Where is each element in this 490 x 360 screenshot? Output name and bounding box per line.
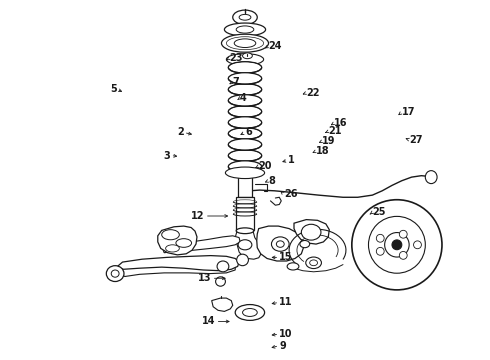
Text: 21: 21: [328, 126, 342, 136]
Text: 12: 12: [191, 211, 205, 221]
Ellipse shape: [237, 254, 248, 266]
Text: 27: 27: [409, 135, 423, 145]
Text: 25: 25: [372, 207, 386, 217]
Ellipse shape: [228, 150, 262, 161]
Ellipse shape: [162, 230, 179, 240]
Ellipse shape: [300, 240, 310, 248]
Ellipse shape: [224, 23, 266, 36]
Text: 22: 22: [306, 88, 320, 98]
Text: 23: 23: [229, 53, 243, 63]
Ellipse shape: [239, 14, 251, 20]
Text: 8: 8: [269, 176, 275, 186]
Ellipse shape: [106, 266, 124, 282]
Text: 19: 19: [322, 136, 336, 146]
Ellipse shape: [243, 309, 257, 316]
Text: 18: 18: [316, 146, 330, 156]
Text: 7: 7: [233, 77, 240, 87]
Ellipse shape: [271, 237, 289, 251]
Polygon shape: [294, 220, 329, 244]
Ellipse shape: [228, 62, 262, 73]
Ellipse shape: [235, 305, 265, 320]
Ellipse shape: [228, 139, 262, 150]
Polygon shape: [158, 226, 197, 255]
Circle shape: [376, 247, 384, 255]
Text: 5: 5: [110, 84, 117, 94]
Polygon shape: [235, 230, 262, 259]
Polygon shape: [118, 262, 235, 276]
Circle shape: [414, 241, 421, 249]
Ellipse shape: [306, 257, 321, 269]
Circle shape: [368, 216, 425, 273]
Ellipse shape: [287, 263, 299, 270]
Ellipse shape: [228, 117, 262, 128]
Circle shape: [399, 230, 407, 238]
Text: 20: 20: [258, 161, 272, 171]
Text: 26: 26: [284, 189, 298, 199]
Polygon shape: [162, 236, 240, 253]
Ellipse shape: [425, 171, 437, 184]
Text: 1: 1: [288, 155, 295, 165]
Circle shape: [352, 200, 442, 290]
Ellipse shape: [233, 10, 257, 24]
Text: 6: 6: [245, 127, 252, 138]
Ellipse shape: [225, 167, 265, 179]
Ellipse shape: [310, 260, 318, 266]
Text: 10: 10: [279, 329, 293, 339]
Text: 17: 17: [402, 107, 416, 117]
Text: 13: 13: [198, 273, 212, 283]
Ellipse shape: [236, 26, 254, 33]
Ellipse shape: [166, 245, 179, 252]
Circle shape: [385, 233, 409, 257]
Ellipse shape: [111, 270, 119, 277]
Circle shape: [399, 251, 407, 259]
Ellipse shape: [238, 240, 252, 250]
Bar: [242, 168, 248, 177]
Text: 24: 24: [269, 41, 282, 51]
Ellipse shape: [276, 241, 284, 247]
Polygon shape: [257, 226, 304, 261]
Text: 4: 4: [240, 93, 247, 103]
Ellipse shape: [228, 73, 262, 84]
Ellipse shape: [216, 277, 225, 286]
Ellipse shape: [243, 53, 252, 59]
Ellipse shape: [217, 261, 229, 272]
Ellipse shape: [228, 128, 262, 139]
Polygon shape: [117, 256, 239, 271]
Text: 3: 3: [164, 150, 171, 161]
Ellipse shape: [228, 84, 262, 95]
Ellipse shape: [226, 54, 264, 65]
Ellipse shape: [236, 228, 254, 234]
Ellipse shape: [301, 224, 321, 240]
Polygon shape: [412, 218, 424, 228]
Text: 15: 15: [279, 252, 293, 262]
Text: 14: 14: [202, 316, 216, 327]
Text: 11: 11: [279, 297, 293, 307]
Circle shape: [392, 240, 402, 250]
Ellipse shape: [221, 34, 269, 52]
Circle shape: [376, 234, 384, 242]
Ellipse shape: [228, 161, 262, 172]
Text: 2: 2: [177, 127, 184, 138]
Polygon shape: [212, 298, 233, 311]
Ellipse shape: [228, 95, 262, 106]
Bar: [238, 176, 252, 197]
Ellipse shape: [228, 106, 262, 117]
Ellipse shape: [176, 239, 192, 247]
Text: 16: 16: [334, 118, 348, 128]
Text: 9: 9: [279, 341, 286, 351]
Ellipse shape: [234, 39, 256, 48]
Bar: [236, 197, 254, 230]
